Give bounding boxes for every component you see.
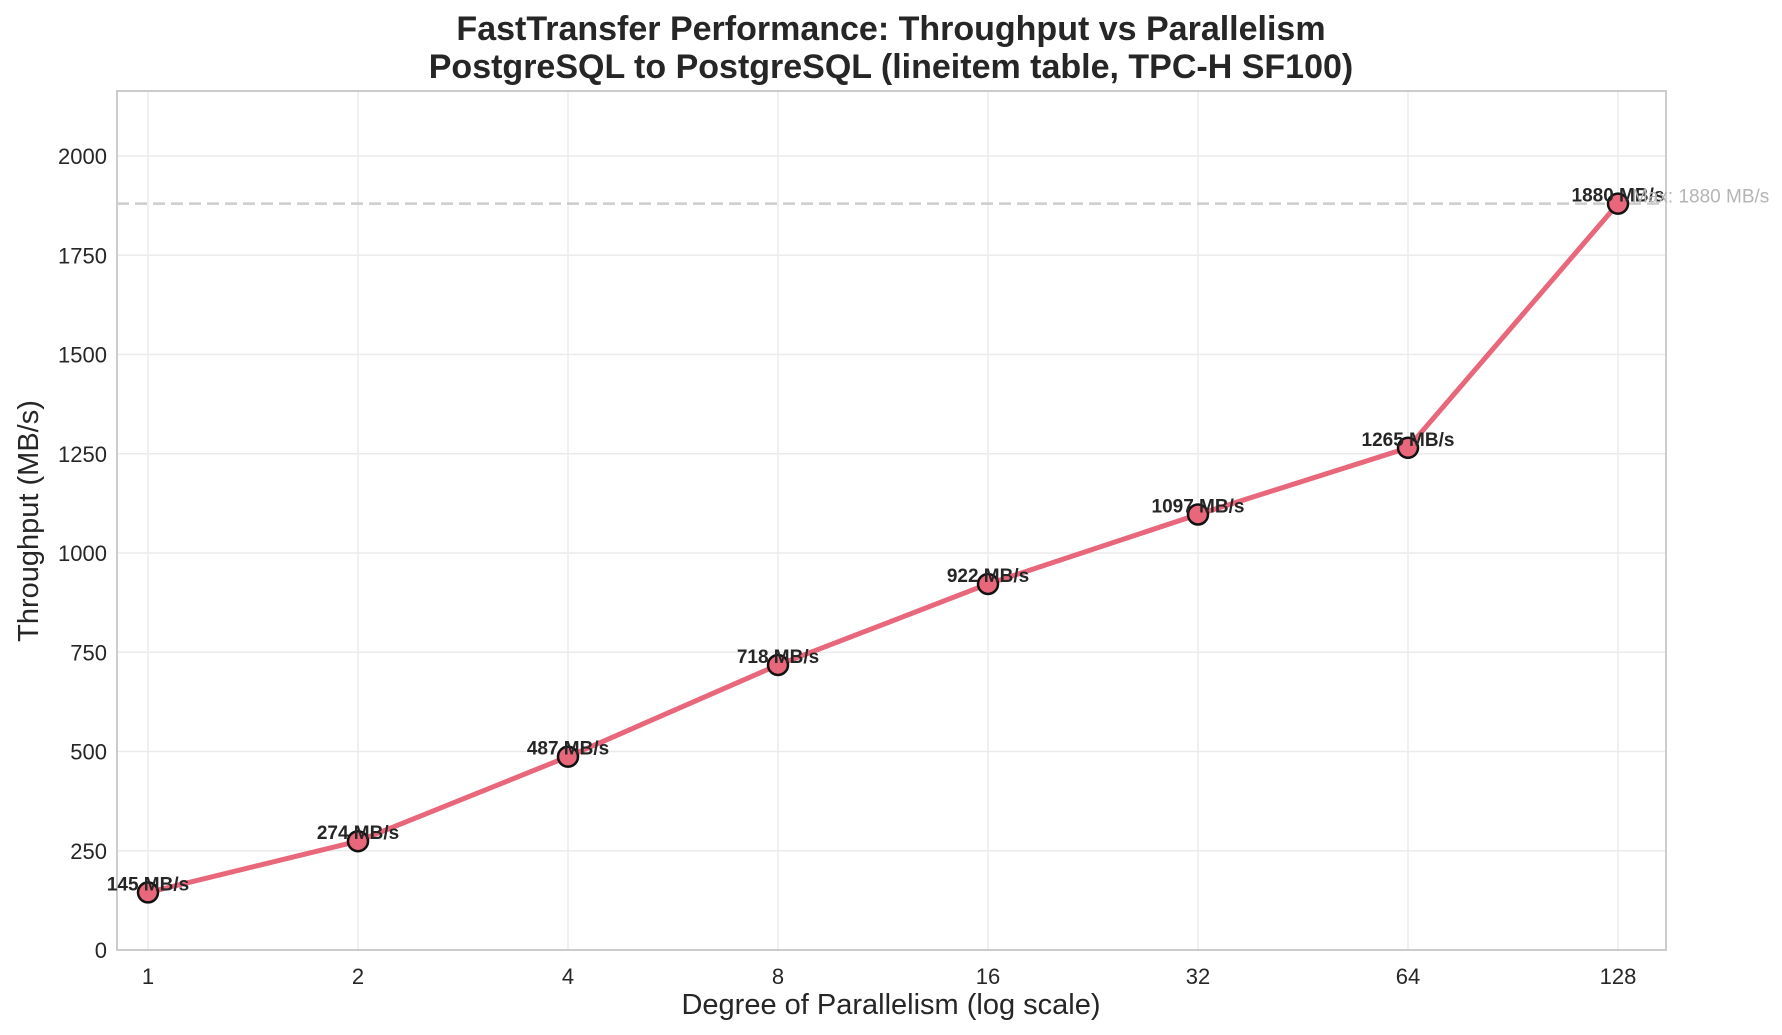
- x-tick-label: 32: [1186, 964, 1210, 989]
- data-point-label: 1265 MB/s: [1362, 430, 1455, 451]
- x-axis-ticks: 1 2 4 8 16 32 64 128: [142, 964, 1636, 989]
- y-tick-label: 1000: [58, 541, 107, 566]
- x-axis-label: Degree of Parallelism (log scale): [681, 989, 1100, 1021]
- y-tick-label: 750: [70, 640, 107, 665]
- y-tick-label: 2000: [58, 144, 107, 169]
- data-point-marker: [1186, 503, 1210, 526]
- data-point-marker: [766, 653, 790, 677]
- data-point-marker: [976, 572, 1000, 596]
- plot-frame: [116, 90, 1667, 951]
- y-tick-label: 250: [70, 839, 107, 864]
- data-point-label: 1880 MB/s: [1572, 186, 1665, 207]
- y-tick-label: 0: [95, 938, 107, 963]
- y-axis-label: Throughput (MB/s): [13, 400, 45, 642]
- data-point-marker: [556, 745, 580, 768]
- grid-lines: [117, 91, 1666, 951]
- chart-subtitle: PostgreSQL to PostgreSQL (lineitem table…: [428, 48, 1354, 86]
- y-tick-label: 1750: [58, 243, 107, 268]
- data-point-marker: [136, 881, 160, 904]
- data-point-label: 274 MB/s: [317, 823, 399, 844]
- y-tick-label: 1500: [58, 343, 107, 368]
- data-point-marker: [1396, 436, 1420, 460]
- data-labels: 145 MB/s 274 MB/s 487 MB/s 718 MB/s 922 MB/s…: [107, 186, 1665, 896]
- data-point-marker: [1606, 192, 1630, 215]
- chart-title: FastTransfer Performance: Throughput vs …: [456, 10, 1326, 48]
- x-tick-label: 2: [352, 964, 364, 989]
- data-point-label: 718 MB/s: [737, 647, 819, 668]
- x-tick-label: 4: [562, 964, 574, 989]
- x-tick-label: 16: [976, 964, 1000, 989]
- data-point-label: 487 MB/s: [527, 739, 609, 760]
- data-point-label: 922 MB/s: [947, 566, 1029, 587]
- data-point-label: 145 MB/s: [107, 874, 189, 895]
- throughput-line: [145, 201, 1621, 895]
- data-point-label: 1097 MB/s: [1152, 496, 1245, 517]
- x-tick-label: 128: [1600, 964, 1637, 989]
- y-tick-label: 500: [70, 740, 107, 765]
- y-axis-ticks: 0 250 500 750 1000 1250 1500 1750 2000: [58, 144, 107, 963]
- x-tick-label: 8: [772, 964, 784, 989]
- data-markers: [136, 192, 1630, 904]
- y-tick-label: 1250: [58, 442, 107, 467]
- max-reference-label: Max: 1880 MB/s: [1632, 187, 1769, 208]
- x-tick-label: 64: [1396, 964, 1420, 989]
- data-point-marker: [346, 829, 370, 853]
- x-tick-label: 1: [142, 964, 154, 989]
